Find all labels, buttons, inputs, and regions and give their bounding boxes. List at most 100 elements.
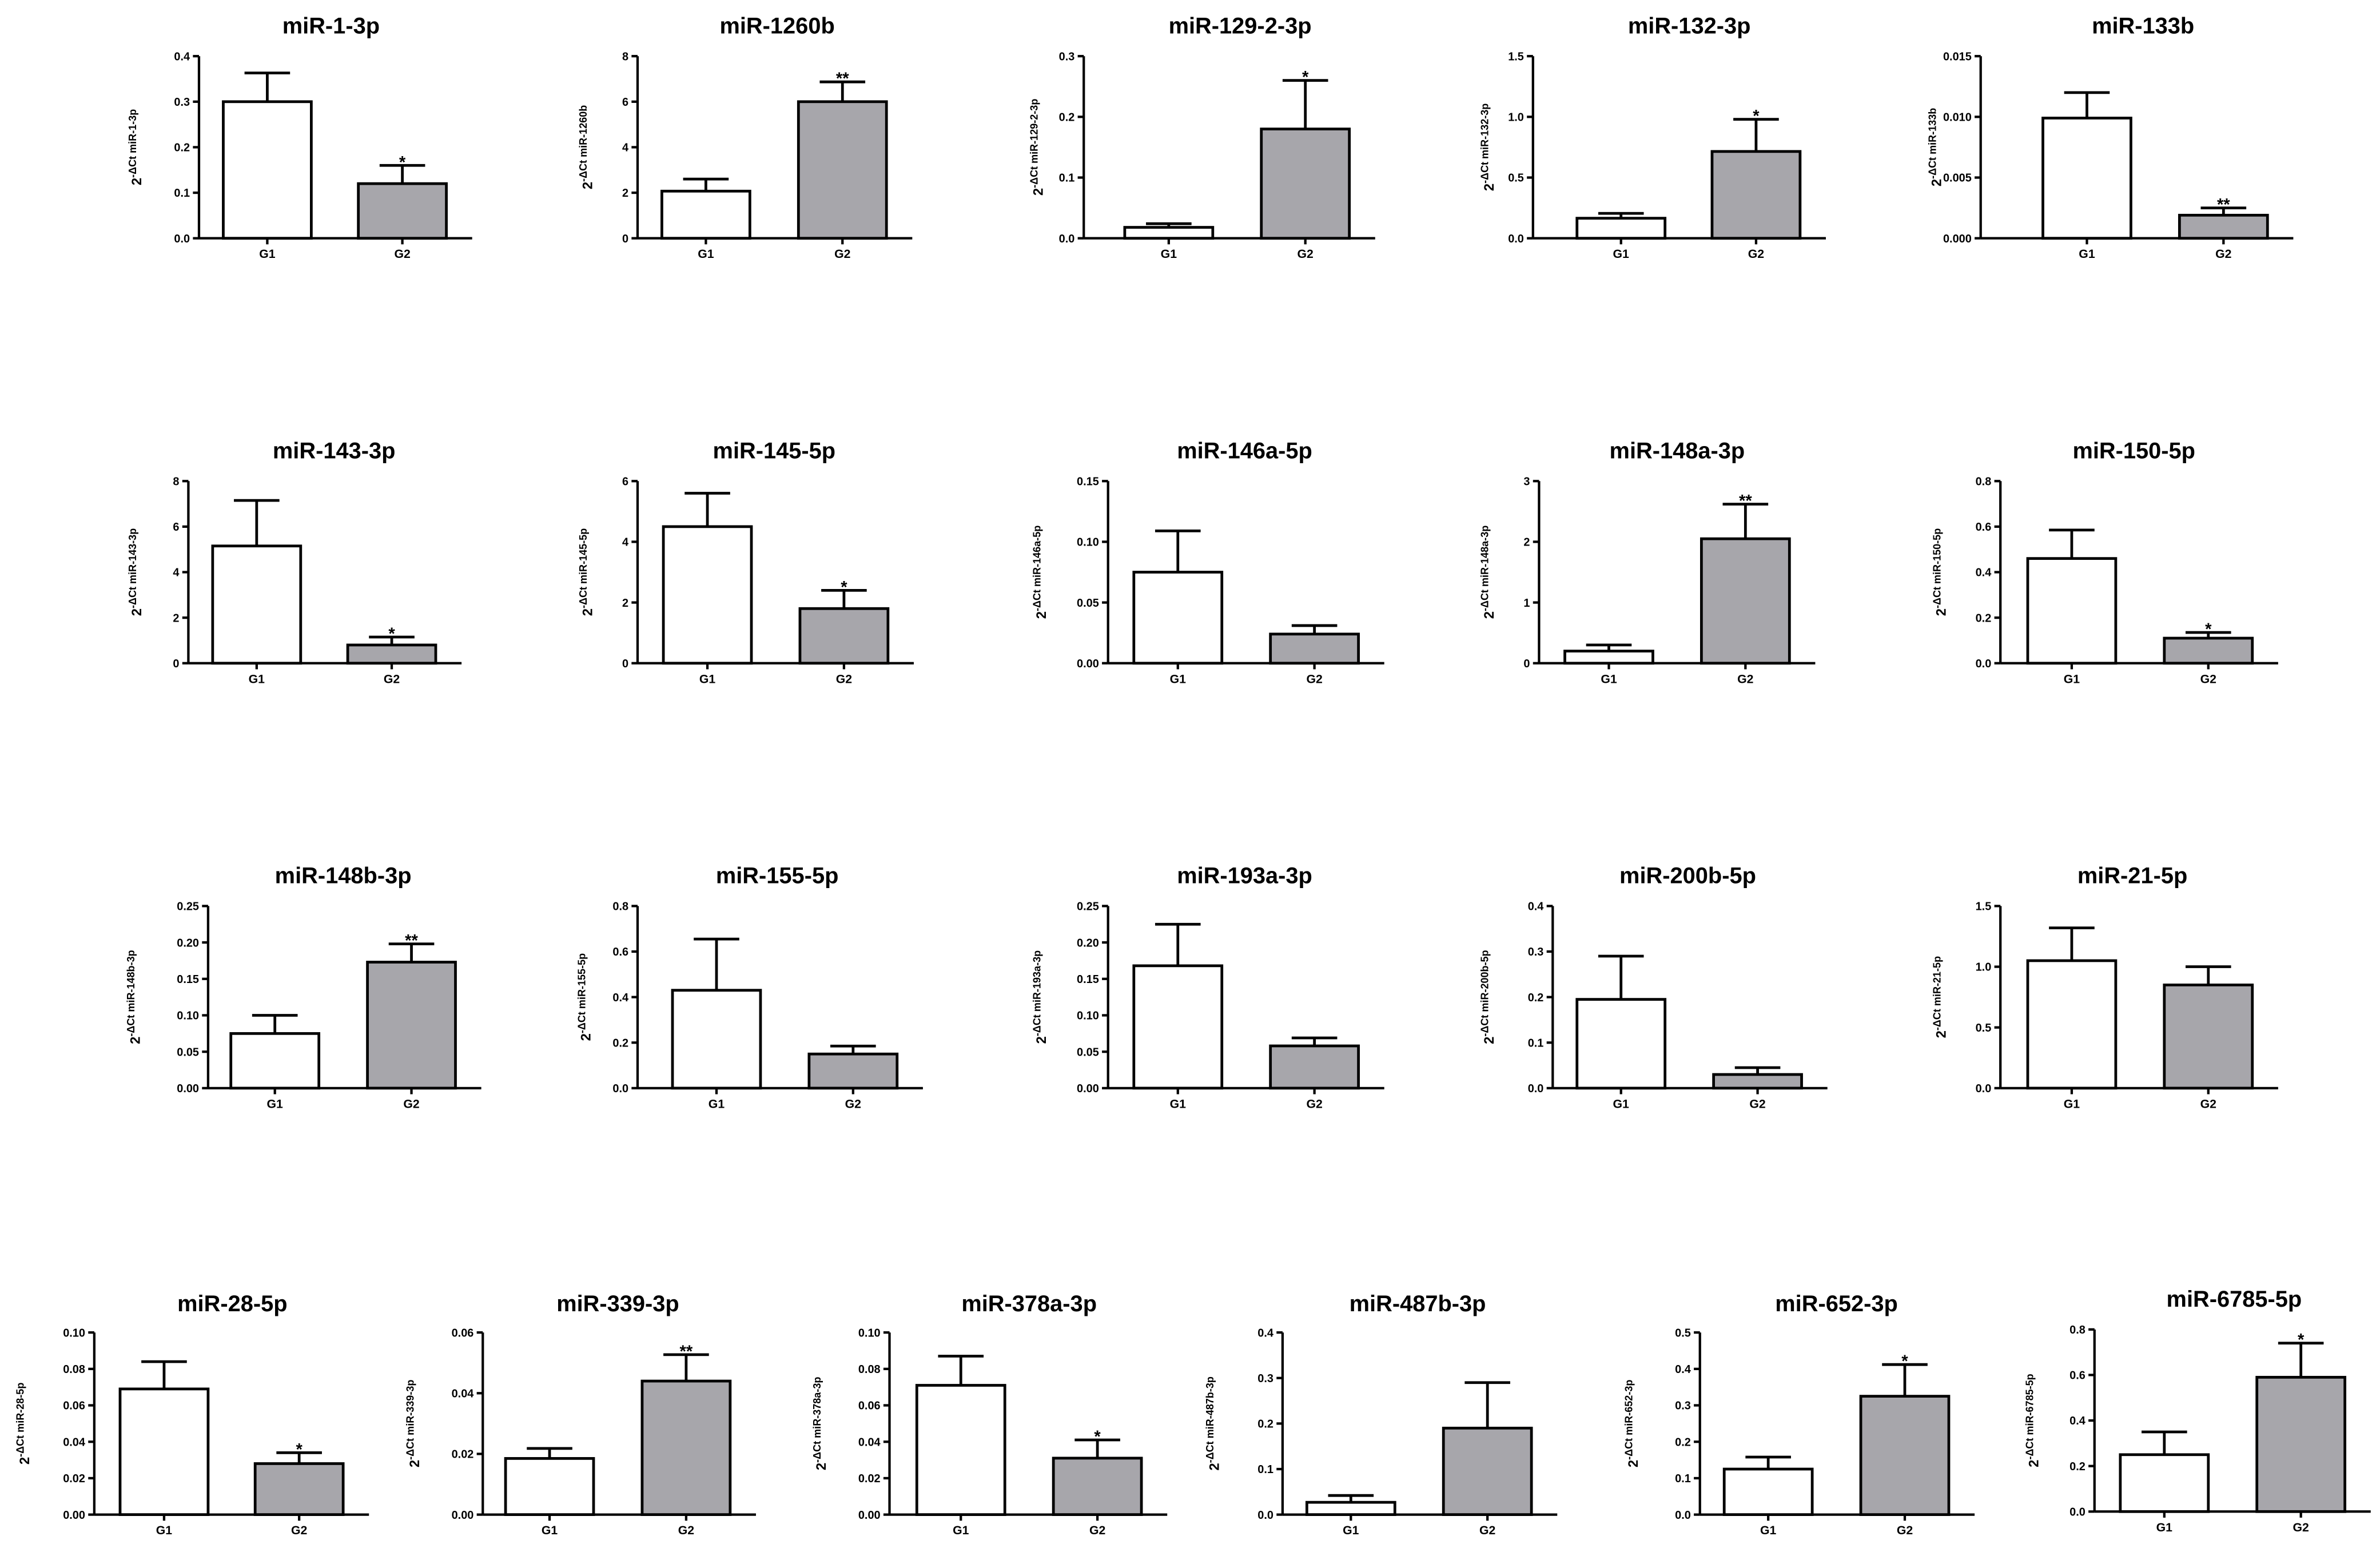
y-axis-label: 2-ΔCt miR-145-5p — [578, 528, 595, 616]
y-axis-label-exponent: -ΔCt miR-1260b — [578, 105, 589, 182]
x-tick-label: G1 — [1170, 672, 1187, 686]
y-axis-label: 2-ΔCt miR-21-5p — [1931, 956, 1949, 1038]
chart-panel: miR-148b-3p 2-ΔCt miR-148b-3p 0.00 0.05 0.10… — [125, 863, 481, 1111]
y-axis-label-exponent: -ΔCt miR-145-5p — [578, 528, 589, 608]
y-axis-label: 2-ΔCt miR-1-3p — [127, 109, 145, 185]
chart-panel: miR-193a-3p 2-ΔCt miR-193a-3p 0.00 0.05 0.10… — [1032, 863, 1384, 1111]
chart-title: miR-133b — [2092, 13, 2194, 38]
chart-title: miR-487b-3p — [1350, 1291, 1486, 1316]
y-tick-label: 0.015 — [1943, 50, 1972, 63]
y-tick-label: 0.00 — [63, 1509, 85, 1522]
bar-g1 — [222, 100, 313, 240]
chart-panel: miR-28-5p 2-ΔCt miR-28-5p 0.00 0.02 0.04 0.06… — [14, 1291, 369, 1537]
y-axis-label: 2-ΔCt miR-193a-3p — [1032, 950, 1049, 1044]
y-tick-label: 0.02 — [452, 1448, 474, 1461]
chart-panel: miR-129-2-3p 2-ΔCt miR-129-2-3p 0.0 0.1 0.2 0… — [1028, 13, 1375, 261]
y-tick-label: 0.10 — [177, 1010, 199, 1022]
y-axis-label-base: 2 — [17, 1457, 33, 1465]
bar-g2 — [1269, 632, 1360, 665]
x-tick-label: G2 — [384, 672, 400, 686]
y-tick-label: 0.2 — [2069, 1461, 2086, 1473]
y-tick-label: 1 — [1523, 597, 1530, 610]
y-tick-label: 2 — [173, 612, 179, 624]
x-tick-label: G1 — [1601, 672, 1617, 686]
y-tick-label: 0.08 — [63, 1363, 85, 1376]
y-tick-label: 0.05 — [177, 1046, 199, 1058]
x-tick-label: G1 — [699, 672, 716, 686]
y-tick-label: 0.4 — [1675, 1363, 1691, 1376]
y-axis-label: 2-ΔCt miR-132-3p — [1479, 104, 1497, 191]
x-tick-label: G1 — [2064, 1097, 2080, 1111]
y-tick-label: 0.0 — [2069, 1506, 2086, 1518]
x-tick-label: G1 — [156, 1524, 173, 1537]
x-tick-label: G1 — [698, 248, 714, 261]
y-axis-label-base: 2 — [1626, 1460, 1641, 1467]
bar-g1 — [211, 544, 303, 665]
x-tick-label: G2 — [1306, 1097, 1322, 1111]
y-tick-label: 0.000 — [1943, 233, 1972, 245]
y-tick-label: 0.1 — [1059, 172, 1075, 185]
significance-marker: * — [1901, 1352, 1908, 1371]
y-tick-label: 0.00 — [177, 1083, 199, 1095]
bar-g2 — [797, 100, 888, 240]
y-axis-label: 2-ΔCt miR-487b-3p — [1204, 1376, 1222, 1471]
y-tick-label: 0.1 — [1257, 1463, 1273, 1476]
x-tick-label: G1 — [709, 1097, 725, 1111]
bar-g1 — [1123, 226, 1215, 240]
chart-title: miR-145-5p — [713, 438, 836, 463]
y-tick-label: 0.00 — [858, 1509, 881, 1522]
y-tick-label: 6 — [173, 521, 179, 534]
y-tick-label: 0.4 — [174, 50, 190, 63]
y-axis-label-base: 2 — [580, 182, 595, 189]
bar-g1 — [504, 1457, 595, 1517]
chart-title: miR-339-3p — [556, 1291, 679, 1316]
y-axis-label-base: 2 — [1929, 179, 1945, 186]
y-tick-label: 0.8 — [2069, 1324, 2086, 1336]
y-tick-label: 0.10 — [1077, 1010, 1099, 1022]
y-tick-label: 0.005 — [1943, 172, 1972, 185]
y-tick-label: 0.4 — [2069, 1415, 2086, 1427]
y-tick-label: 0.2 — [174, 142, 190, 154]
x-tick-label: G1 — [2079, 248, 2095, 261]
y-axis-label-exponent: -ΔCt miR-28-5p — [14, 1383, 26, 1457]
bar-g2 — [1712, 1073, 1803, 1090]
y-tick-label: 0.5 — [1508, 172, 1524, 185]
y-tick-label: 0.02 — [858, 1473, 881, 1485]
significance-marker: ** — [405, 932, 418, 950]
x-tick-label: G1 — [1760, 1524, 1777, 1537]
bar-g2 — [1442, 1426, 1533, 1517]
chart-panel: miR-339-3p 2-ΔCt miR-339-3p 0.00 0.02 0.04 0.… — [405, 1291, 756, 1537]
significance-marker: ** — [680, 1343, 693, 1361]
y-axis-label-exponent: -ΔCt miR-6785-5p — [2024, 1374, 2035, 1459]
y-tick-label: 0.1 — [1675, 1473, 1691, 1485]
x-tick-label: G2 — [394, 248, 410, 261]
y-tick-label: 0.6 — [1976, 521, 1992, 534]
y-tick-label: 0.4 — [612, 992, 628, 1004]
y-axis-label-exponent: -ΔCt miR-146a-5p — [1032, 526, 1043, 611]
y-axis-label: 2-ΔCt miR-28-5p — [14, 1383, 32, 1465]
y-axis-label: 2-ΔCt miR-133b — [1927, 108, 1944, 186]
bar-g1 — [1132, 571, 1224, 665]
x-tick-label: G1 — [542, 1524, 558, 1537]
y-axis-label: 2-ΔCt miR-200b-5p — [1479, 950, 1497, 1044]
x-tick-label: G2 — [2200, 672, 2216, 686]
y-tick-label: 0.2 — [1528, 992, 1544, 1004]
significance-marker: ** — [2217, 196, 2230, 214]
y-tick-label: 0.6 — [612, 946, 628, 958]
significance-marker: * — [1302, 69, 1309, 87]
y-tick-label: 0.3 — [174, 96, 190, 109]
y-axis-label-base: 2 — [1207, 1463, 1222, 1470]
y-tick-label: 1.0 — [1976, 961, 1992, 974]
y-tick-label: 0.04 — [452, 1387, 474, 1400]
y-tick-label: 0.0 — [1976, 1083, 1992, 1095]
x-tick-label: G2 — [1737, 672, 1753, 686]
chart-title: miR-150-5p — [2072, 438, 2195, 463]
y-axis-label-base: 2 — [814, 1463, 829, 1470]
bar-g2 — [1700, 537, 1791, 665]
y-axis-label-base: 2 — [129, 178, 145, 185]
y-tick-label: 0.00 — [1077, 1083, 1099, 1095]
y-tick-label: 0.05 — [1077, 1046, 1099, 1058]
y-tick-label: 0.8 — [1976, 475, 1992, 488]
y-tick-label: 0.5 — [1675, 1327, 1691, 1339]
